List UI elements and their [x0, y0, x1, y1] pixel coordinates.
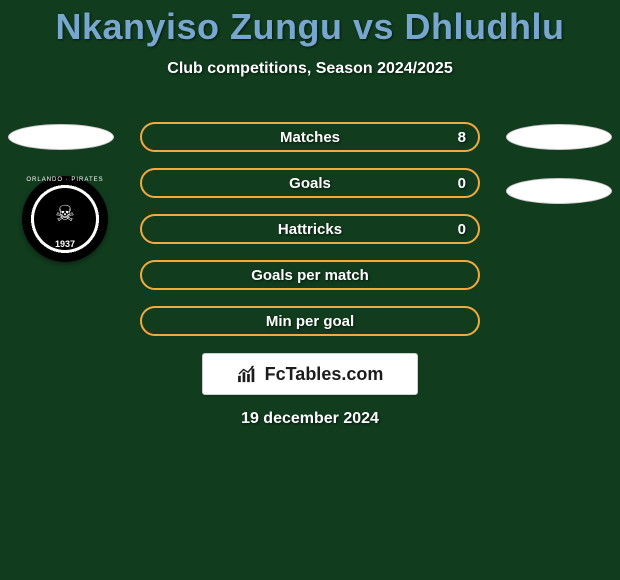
- stat-value: 0: [458, 175, 466, 192]
- stats-list: Matches 8 Goals 0 Hattricks 0 Goals per match M…: [140, 122, 480, 352]
- stat-row: Goals per match: [140, 260, 480, 290]
- stat-label: Min per goal: [266, 313, 354, 330]
- stat-value: 8: [458, 129, 466, 146]
- stat-value: 0: [458, 221, 466, 238]
- branding-box: FcTables.com: [202, 353, 418, 395]
- player-oval-right-2: [506, 178, 612, 204]
- page-title: Nkanyiso Zungu vs Dhludhlu: [0, 0, 620, 48]
- stat-label: Matches: [280, 129, 340, 146]
- subtitle: Club competitions, Season 2024/2025: [0, 60, 620, 78]
- stat-label: Goals per match: [251, 267, 369, 284]
- skull-crossbones-icon: ☠: [55, 203, 75, 225]
- stat-row: Hattricks 0: [140, 214, 480, 244]
- club-badge-year: 1937: [22, 239, 108, 249]
- stat-row: Min per goal: [140, 306, 480, 336]
- club-badge-arc: ORLANDO · PIRATES: [22, 177, 108, 183]
- club-badge: ORLANDO · PIRATES ☠ 1937: [22, 176, 108, 262]
- player-oval-right-1: [506, 124, 612, 150]
- player-oval-left: [8, 124, 114, 150]
- branding-text: FcTables.com: [265, 364, 384, 385]
- date-text: 19 december 2024: [0, 410, 620, 428]
- stat-label: Goals: [289, 175, 331, 192]
- stat-label: Hattricks: [278, 221, 342, 238]
- stat-row: Matches 8: [140, 122, 480, 152]
- bar-chart-icon: [237, 365, 259, 383]
- stat-row: Goals 0: [140, 168, 480, 198]
